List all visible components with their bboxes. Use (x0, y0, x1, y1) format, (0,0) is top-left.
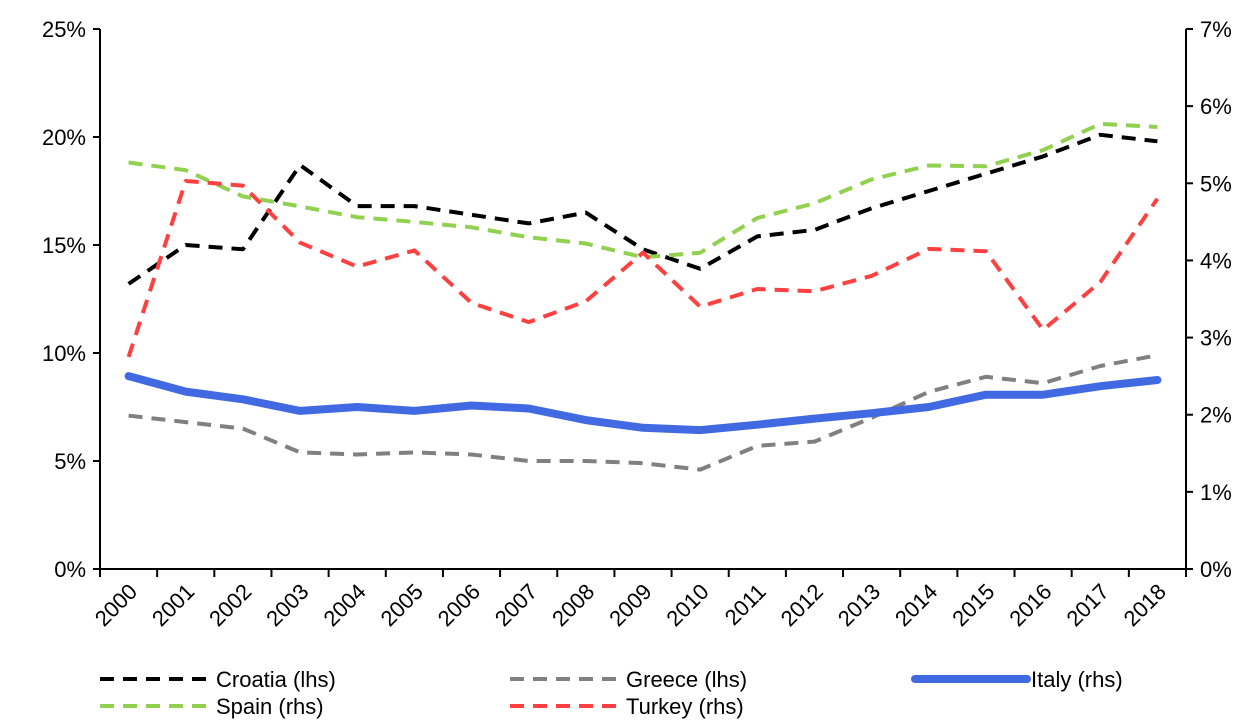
x-tick-label: 2004 (318, 579, 370, 631)
chart-legend: Croatia (lhs) Greece (lhs) Italy (rhs) Spai… (100, 667, 1123, 719)
x-tick-label: 2001 (147, 579, 199, 631)
right-tick-label: 1% (1200, 480, 1232, 505)
x-tick-label: 2010 (661, 579, 713, 631)
x-tick-label: 2002 (204, 579, 256, 631)
series-line (124, 372, 1162, 435)
left-tick-label: 10% (42, 341, 86, 366)
x-tick-label: 2009 (604, 579, 656, 631)
left-tick-label: 5% (54, 449, 86, 474)
legend-label: Italy (rhs) (1031, 667, 1123, 692)
x-tick-label: 2003 (261, 579, 313, 631)
x-tick-label: 2008 (547, 579, 599, 631)
x-tick-label: 2000 (90, 579, 142, 631)
left-tick-label: 20% (42, 125, 86, 150)
x-tick-label: 2017 (1062, 579, 1114, 631)
series-line (126, 179, 1160, 358)
x-tick-label: 2014 (890, 579, 942, 631)
x-tick-label: 2015 (947, 579, 999, 631)
legend-label: Greece (lhs) (626, 667, 747, 692)
chart-axes: 0% 5% 10% 15% 20% 25% 0% 1% 2% 3% 4% 5% 6% 7% (42, 17, 1232, 582)
left-tick-label: 15% (42, 233, 86, 258)
x-tick-labels: 2000 2001 2002 2003 2004 2005 2006 2007 2008 2009… (90, 579, 1171, 631)
series-line (127, 132, 1158, 286)
x-tick-label: 2007 (490, 579, 542, 631)
x-tick-label: 2013 (833, 579, 885, 631)
right-tick-label: 5% (1200, 171, 1232, 196)
x-tick-label: 2018 (1119, 579, 1171, 631)
legend-label: Spain (rhs) (216, 694, 324, 719)
right-tick-label: 2% (1200, 403, 1232, 428)
x-tick-label: 2016 (1004, 579, 1056, 631)
left-tick-label: 0% (54, 557, 86, 582)
right-tick-label: 4% (1200, 248, 1232, 273)
x-tick-label: 2011 (720, 579, 771, 630)
series-line (128, 121, 1158, 260)
chart-series (124, 121, 1162, 472)
x-tick-label: 2005 (376, 579, 428, 631)
right-tick-label: 3% (1200, 326, 1232, 351)
series-line (128, 353, 1158, 472)
legend-label: Turkey (rhs) (626, 694, 744, 719)
legend-label: Croatia (lhs) (216, 667, 336, 692)
x-tick-label: 2006 (433, 579, 485, 631)
right-tick-label: 0% (1200, 557, 1232, 582)
left-tick-label: 25% (42, 17, 86, 42)
right-tick-label: 6% (1200, 94, 1232, 119)
right-tick-label: 7% (1200, 17, 1232, 42)
x-tick-label: 2012 (776, 579, 828, 631)
